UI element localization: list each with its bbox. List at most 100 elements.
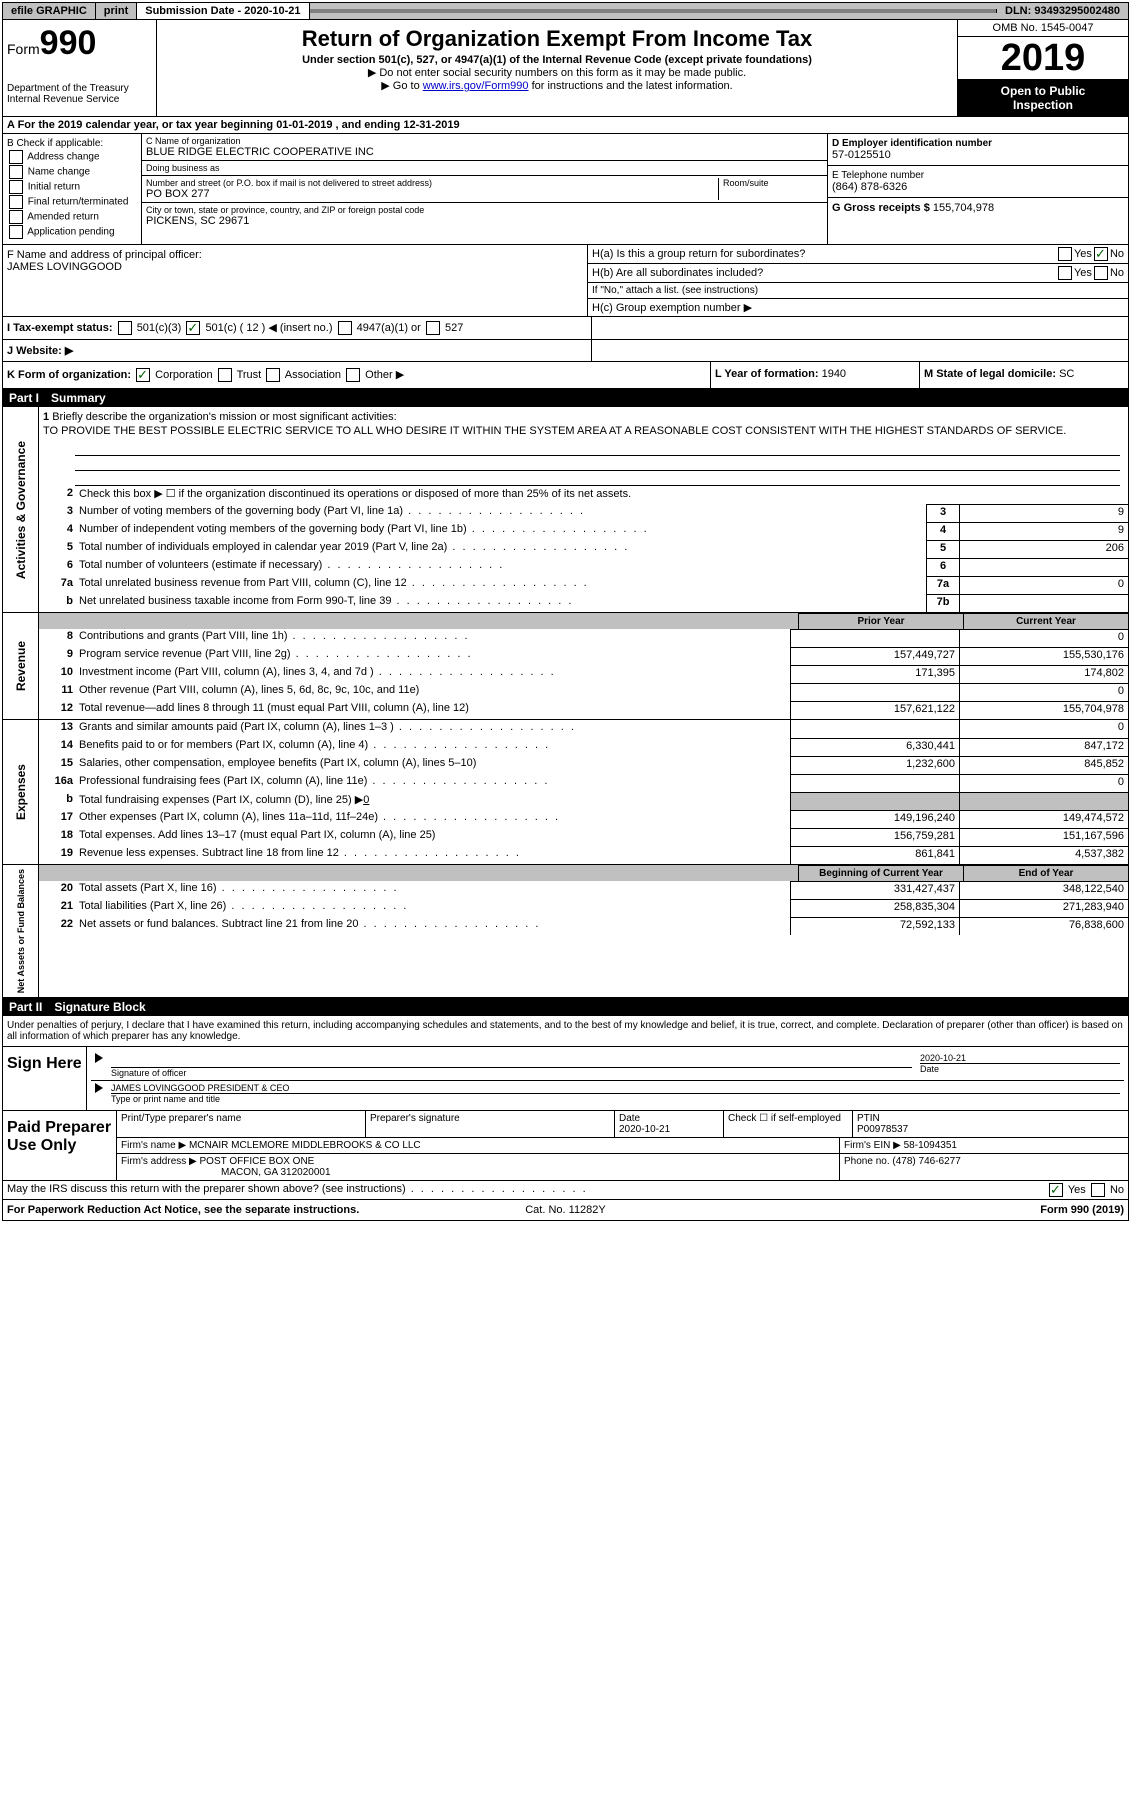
l6-desc: Total number of volunteers (estimate if … xyxy=(77,558,926,576)
v5: 206 xyxy=(959,540,1128,558)
ptin-label: PTIN xyxy=(857,1113,1124,1124)
sig-officer: Signature of officer xyxy=(107,1053,916,1078)
hc-row: H(c) Group exemption number ▶ xyxy=(588,299,1128,316)
sig-name-cell: JAMES LOVINGGOOD PRESIDENT & CEO Type or… xyxy=(107,1083,1124,1104)
inspection-line1: Open to Public xyxy=(962,84,1124,98)
checkbox-icon xyxy=(9,195,23,209)
print-button[interactable]: print xyxy=(96,3,137,19)
l-val: 1940 xyxy=(822,368,846,380)
checkbox-icon[interactable] xyxy=(118,321,132,335)
checkbox-icon[interactable] xyxy=(266,368,280,382)
line3-post: for instructions and the latest informat… xyxy=(529,80,733,92)
col-b-label: B Check if applicable: xyxy=(7,138,137,149)
line-16a: 16a Professional fundraising fees (Part … xyxy=(39,774,1128,792)
hc-label: H(c) Group exemption number ▶ xyxy=(592,301,1124,314)
hb-row: H(b) Are all subordinates included? Yes … xyxy=(588,264,1128,283)
checkbox-icon[interactable] xyxy=(1058,266,1072,280)
sig-name: JAMES LOVINGGOOD PRESIDENT & CEO xyxy=(111,1083,1120,1093)
prep-name-label: Print/Type preparer's name xyxy=(117,1111,366,1137)
checkbox-checked-icon[interactable] xyxy=(136,368,150,382)
checkbox-icon[interactable] xyxy=(218,368,232,382)
declaration-text: Under penalties of perjury, I declare th… xyxy=(3,1016,1128,1047)
h-eoy: End of Year xyxy=(963,865,1128,881)
irs-link[interactable]: www.irs.gov/Form990 xyxy=(423,80,529,92)
line-10: 10 Investment income (Part VIII, column … xyxy=(39,665,1128,683)
row-j: J Website: ▶ xyxy=(3,340,1128,362)
chk-amended-return[interactable]: Amended return xyxy=(7,210,137,224)
opt-2: Initial return xyxy=(28,182,80,193)
chk-final-return[interactable]: Final return/terminated xyxy=(7,195,137,209)
line3-pre: ▶ Go to xyxy=(381,80,422,92)
preparer-label: Paid Preparer Use Only xyxy=(3,1111,117,1180)
city-cell: City or town, state or province, country… xyxy=(142,203,827,229)
checkbox-icon[interactable] xyxy=(1091,1183,1105,1197)
n20c: 348,122,540 xyxy=(959,881,1128,899)
b6: 6 xyxy=(926,558,959,576)
n13: 13 xyxy=(39,720,77,738)
firm-ein-label: Firm's EIN ▶ xyxy=(844,1140,901,1151)
firm-addr2: MACON, GA 312020001 xyxy=(121,1167,835,1178)
firm-addr-cell: Firm's address ▶ POST OFFICE BOX ONE MAC… xyxy=(117,1154,840,1180)
spacer xyxy=(39,865,798,881)
hb-note: If "No," attach a list. (see instruction… xyxy=(588,283,1128,299)
checkbox-checked-icon[interactable] xyxy=(1094,247,1108,261)
row-a-text: A For the 2019 calendar year, or tax yea… xyxy=(7,119,460,131)
header-right: OMB No. 1545-0047 2019 Open to Public In… xyxy=(958,20,1128,116)
header-line2: ▶ Do not enter social security numbers o… xyxy=(161,66,953,79)
checkbox-icon[interactable] xyxy=(1058,247,1072,261)
inspection-line2: Inspection xyxy=(962,98,1124,112)
l1-label: Briefly describe the organization's miss… xyxy=(52,411,396,423)
form-number: Form990 xyxy=(7,24,152,63)
line-15: 15 Salaries, other compensation, employe… xyxy=(39,756,1128,774)
checkbox-icon[interactable] xyxy=(338,321,352,335)
part1-body: Activities & Governance 1 Briefly descri… xyxy=(3,407,1128,998)
mission-text: TO PROVIDE THE BEST POSSIBLE ELECTRIC SE… xyxy=(43,425,1124,437)
part1-header: Part I Summary xyxy=(3,389,1128,407)
line-2: 2 Check this box ▶ ☐ if the organization… xyxy=(39,486,1128,504)
col-b-checkboxes: B Check if applicable: Address change Na… xyxy=(3,134,142,244)
checkbox-checked-icon[interactable] xyxy=(1049,1183,1063,1197)
ptin-value: P00978537 xyxy=(857,1124,1124,1135)
chk-application-pending[interactable]: Application pending xyxy=(7,225,137,239)
checkbox-icon[interactable] xyxy=(426,321,440,335)
arrow-icon xyxy=(95,1053,103,1063)
chk-name-change[interactable]: Name change xyxy=(7,165,137,179)
e19c: 4,537,382 xyxy=(959,846,1128,864)
omb-number: OMB No. 1545-0047 xyxy=(958,20,1128,37)
form-990-container: efile GRAPHIC print Submission Date - 20… xyxy=(2,2,1129,1221)
l-label: L Year of formation: xyxy=(715,368,819,380)
yes-label: Yes xyxy=(1074,248,1092,260)
gross-label: G Gross receipts $ xyxy=(832,202,930,214)
l9-desc: Program service revenue (Part VIII, line… xyxy=(77,647,790,665)
e19p: 861,841 xyxy=(790,846,959,864)
chk-initial-return[interactable]: Initial return xyxy=(7,180,137,194)
b3: 3 xyxy=(926,504,959,522)
checkbox-checked-icon[interactable] xyxy=(186,321,200,335)
e14c: 847,172 xyxy=(959,738,1128,756)
k-label: K Form of organization: xyxy=(7,369,131,381)
e14p: 6,330,441 xyxy=(790,738,959,756)
chk-address-change[interactable]: Address change xyxy=(7,150,137,164)
col-d-right: D Employer identification number 57-0125… xyxy=(828,134,1128,244)
n11: 11 xyxy=(39,683,77,701)
checkbox-icon[interactable] xyxy=(1094,266,1108,280)
h-curr: Current Year xyxy=(963,613,1128,629)
underline-2 xyxy=(75,456,1120,471)
l16b-desc: Total fundraising expenses (Part IX, col… xyxy=(77,792,790,810)
checkbox-icon[interactable] xyxy=(346,368,360,382)
part2-header: Part II Signature Block xyxy=(3,998,1128,1016)
submission-date: Submission Date - 2020-10-21 xyxy=(137,3,309,19)
no-label: No xyxy=(1110,248,1124,260)
discuss-yes: Yes xyxy=(1068,1184,1086,1196)
hb-label: H(b) Are all subordinates included? xyxy=(592,267,1056,279)
l15-desc: Salaries, other compensation, employee b… xyxy=(77,756,790,774)
prep-date-label: Date xyxy=(619,1113,719,1124)
b4: 4 xyxy=(926,522,959,540)
part2-label: Part II xyxy=(9,1000,42,1014)
firm-label: Firm's name ▶ xyxy=(121,1140,186,1151)
l16b-pre: Total fundraising expenses (Part IX, col… xyxy=(79,794,363,806)
prep-self-emp: Check ☐ if self-employed xyxy=(724,1111,853,1137)
yes-label: Yes xyxy=(1074,267,1092,279)
checkbox-icon xyxy=(9,150,23,164)
net-headers: Beginning of Current Year End of Year xyxy=(39,865,1128,881)
